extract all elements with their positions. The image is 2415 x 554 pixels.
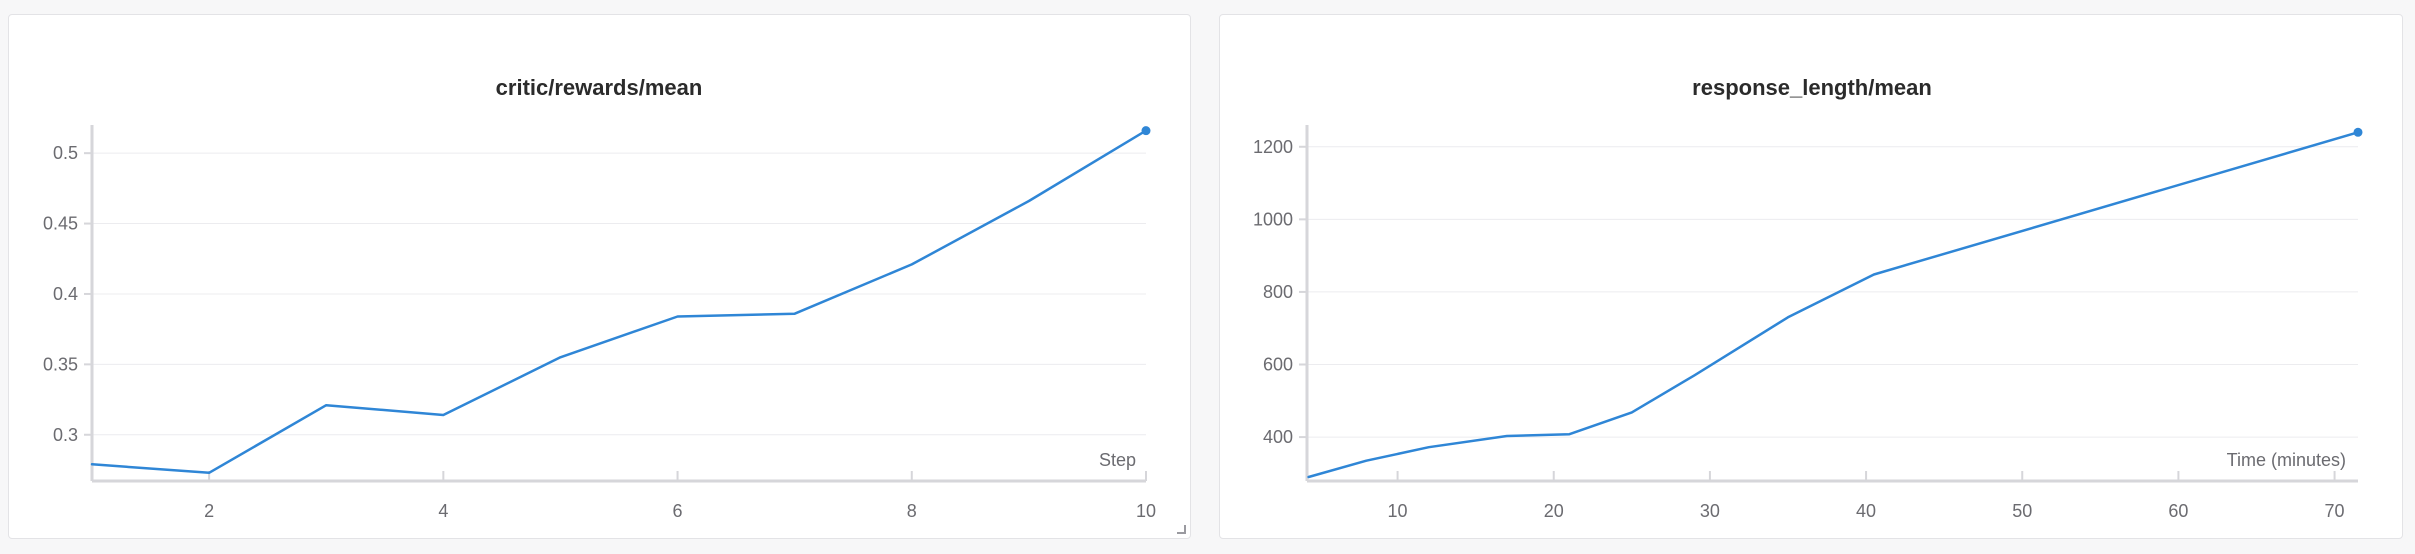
chart-response-length-mean: response_length/mean 400 600 800 1000 1200 10 2… (1253, 75, 2363, 521)
y-tick-label: 1000 (1253, 209, 1293, 229)
last-point-marker (1141, 126, 1151, 136)
y-tick-label: 0.45 (43, 214, 78, 234)
chart-panel-response-length: response_length/mean 400 600 800 1000 1200 10 2… (1219, 14, 2403, 539)
chart-title: critic/rewards/mean (496, 75, 703, 100)
x-tick-label: 40 (1856, 501, 1876, 521)
y-tick-label: 0.4 (53, 284, 78, 304)
y-tick-label: 1200 (1253, 137, 1293, 157)
x-tick-label: 50 (2012, 501, 2032, 521)
x-tick-label: 6 (673, 501, 683, 521)
y-tick-label: 600 (1263, 355, 1293, 375)
x-axis-label: Step (1099, 450, 1136, 470)
chart-panel-critic-rewards: critic/rewards/mean 0.3 0.35 0.4 0.45 0.5 2 4 6 8… (8, 14, 1191, 539)
x-tick-label: 4 (438, 501, 448, 521)
y-tick-label: 400 (1263, 427, 1293, 447)
y-tick-label: 800 (1263, 282, 1293, 302)
last-point-marker (2353, 127, 2363, 137)
y-tick-label: 0.5 (53, 143, 78, 163)
resize-handle-icon[interactable] (1177, 525, 1186, 534)
series-line (90, 129, 1148, 475)
series-line (1307, 131, 2360, 479)
x-tick-label: 20 (1544, 501, 1564, 521)
x-tick-label: 10 (1388, 501, 1408, 521)
x-tick-label: 8 (907, 501, 917, 521)
x-tick-label: 2 (204, 501, 214, 521)
x-axis-label: Time (minutes) (2227, 450, 2346, 470)
x-tick-label: 30 (1700, 501, 1720, 521)
x-tick-label: 60 (2168, 501, 2188, 521)
chart-title: response_length/mean (1692, 75, 1932, 100)
chart-critic-rewards-mean: critic/rewards/mean 0.3 0.35 0.4 0.45 0.5 2 4 6 8… (43, 75, 1156, 521)
y-tick-label: 0.3 (53, 425, 78, 445)
x-tick-label: 70 (2325, 501, 2345, 521)
y-tick-label: 0.35 (43, 354, 78, 374)
x-tick-label: 10 (1136, 501, 1156, 521)
